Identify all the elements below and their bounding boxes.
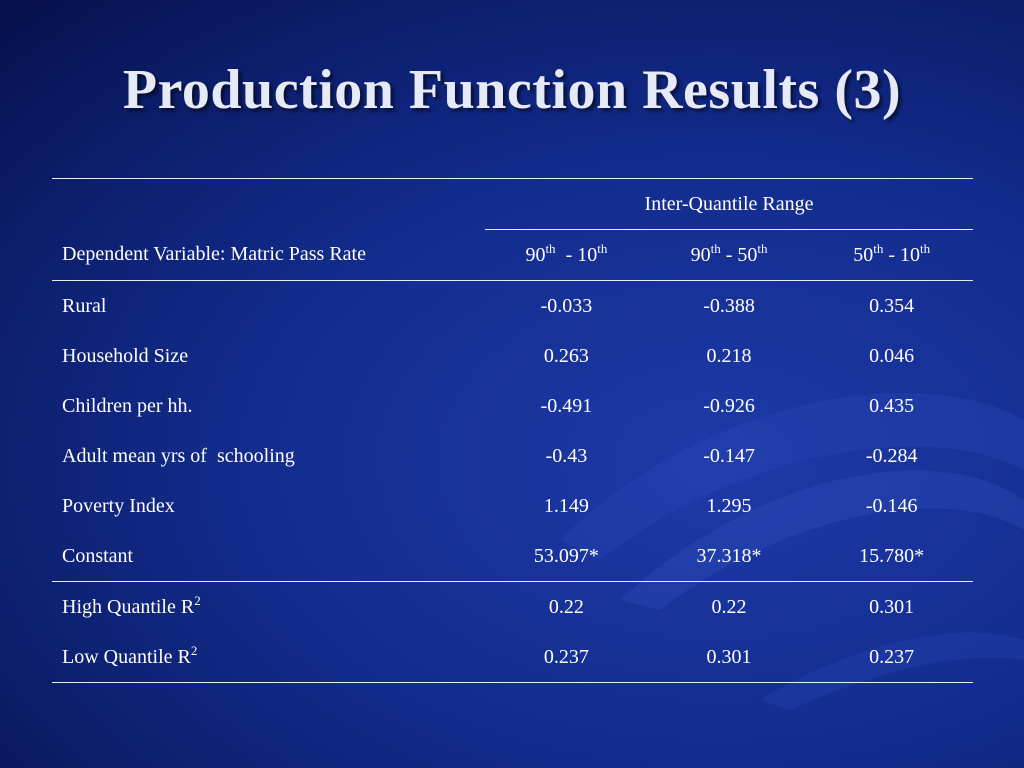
cell-value: 0.22 <box>647 581 811 632</box>
table-row: Constant 53.097* 37.318* 15.780* <box>52 531 973 582</box>
row-label-low-quantile-r2: Low Quantile R2 <box>52 632 486 683</box>
cell-value: 0.354 <box>810 280 973 331</box>
cell-value: 0.22 <box>485 581 648 632</box>
cell-value: -0.926 <box>703 394 755 417</box>
cell-value: 0.301 <box>647 632 811 683</box>
table-row: Poverty Index 1.149 1.295 -0.146 <box>52 481 973 531</box>
row-label-constant: Constant <box>62 544 134 567</box>
group-header-row: Inter-Quantile Range <box>52 178 973 230</box>
results-table: Inter-Quantile Range Dependent Variable:… <box>52 178 973 683</box>
cell-value: 15.780* <box>859 544 925 567</box>
cell-value: 0.263 <box>543 344 589 367</box>
cell-value: -0.491 <box>540 394 593 417</box>
cell-value: 0.046 <box>869 344 915 367</box>
inter-quantile-range-header: Inter-Quantile Range <box>485 178 973 230</box>
cell-value: 37.318* <box>696 544 762 567</box>
cell-value: 0.218 <box>706 344 752 367</box>
column-header-row: Dependent Variable: Matric Pass Rate 90t… <box>52 230 973 281</box>
row-label-rural: Rural <box>52 280 486 331</box>
cell-value: 0.301 <box>810 581 973 632</box>
table-row: High Quantile R2 0.22 0.22 0.301 <box>52 581 973 632</box>
cell-value: -0.43 <box>545 444 588 467</box>
cell-value: 0.237 <box>810 632 973 683</box>
table-row: Children per hh. -0.491 -0.926 0.435 <box>52 381 973 431</box>
dependent-variable-header: Dependent Variable: Matric Pass Rate <box>62 243 366 266</box>
table-row: Adult mean yrs of schooling -0.43 -0.147… <box>52 431 973 481</box>
table-row: Household Size 0.263 0.218 0.046 <box>52 331 973 381</box>
cell-value: 0.435 <box>869 394 915 417</box>
cell-value: -0.284 <box>865 444 918 467</box>
column-header-50-10: 50th - 10th <box>853 240 931 266</box>
row-label-children-per-hh: Children per hh. <box>62 394 193 417</box>
slide-title: Production Function Results (3) <box>122 59 902 121</box>
row-label-household-size: Household Size <box>62 344 189 367</box>
row-label-high-quantile-r2: High Quantile R2 <box>52 581 486 632</box>
cell-value: 1.149 <box>543 494 589 517</box>
cell-value: -0.388 <box>647 280 811 331</box>
cell-value: -0.033 <box>485 280 648 331</box>
row-label-poverty-index: Poverty Index <box>62 494 175 517</box>
column-header-90-10: 90th - 10th <box>525 240 608 266</box>
column-header-90-50: 90th - 50th <box>690 240 768 266</box>
cell-value: 0.237 <box>485 632 648 683</box>
cell-value: 53.097* <box>533 544 599 567</box>
row-label-adult-schooling: Adult mean yrs of schooling <box>62 444 295 467</box>
cell-value: 1.295 <box>706 494 752 517</box>
cell-value: -0.147 <box>703 444 755 467</box>
table-row: Rural -0.033 -0.388 0.354 <box>52 280 973 331</box>
cell-value: -0.146 <box>865 494 918 517</box>
table-row: Low Quantile R2 0.237 0.301 0.237 <box>52 632 973 683</box>
